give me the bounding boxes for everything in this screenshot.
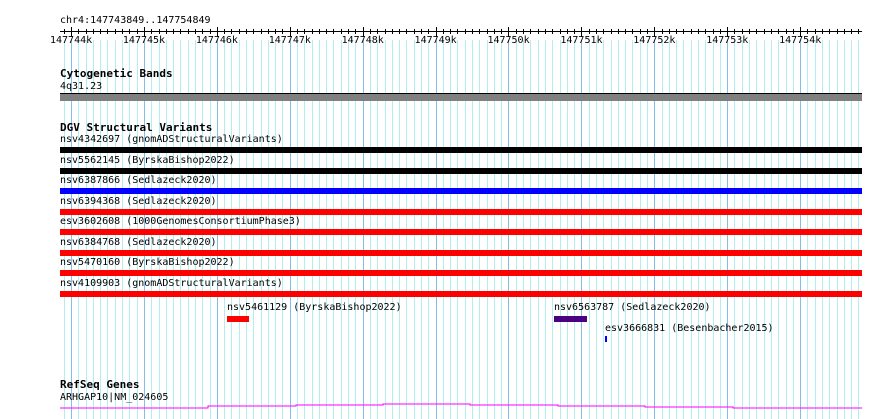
variant-label: nsv4109903 (gnomADStructuralVariants)	[60, 277, 283, 289]
variant-bar[interactable]	[60, 270, 862, 276]
dgv-track-title[interactable]: DGV Structural Variants	[60, 121, 213, 134]
variant-label: nsv6394368 (Sedlazeck2020)	[60, 195, 217, 207]
gene-model[interactable]	[60, 403, 862, 409]
tick-label: 147752k	[633, 35, 676, 46]
variant-label: nsv5461129 (ByrskaBishop2022)	[227, 302, 402, 313]
variant-bar[interactable]	[60, 208, 862, 215]
variant-label: nsv6384768 (Sedlazeck2020)	[60, 236, 217, 248]
variant-bar[interactable]	[60, 229, 862, 235]
tick-label: 147746k	[195, 35, 238, 46]
cytoband-label: 4q31.23	[60, 81, 103, 92]
variant-bar[interactable]	[605, 336, 607, 342]
tick-label: 147748k	[341, 35, 384, 46]
variant-label: nsv4342697 (gnomADStructuralVariants)	[60, 134, 283, 145]
variant-label: nsv5470160 (ByrskaBishop2022)	[60, 257, 235, 268]
variant-label: esv3602608 (1000GenomesConsortiumPhase3)	[60, 216, 301, 227]
tick-label: 147749k	[414, 35, 457, 46]
variant-label: esv3666831 (Besenbacher2015)	[605, 323, 774, 334]
cytoband-track-title[interactable]: Cytogenetic Bands	[60, 67, 173, 80]
tick-label: 147747k	[268, 35, 311, 46]
tick-label: 147745k	[122, 35, 166, 46]
tick-label: 147744k	[50, 35, 93, 46]
tick-label: 147753k	[706, 35, 749, 46]
location-label: chr4:147743849..147754849	[60, 15, 211, 26]
variant-bar[interactable]	[60, 290, 862, 297]
tick-label: 147754k	[779, 35, 822, 46]
refseq-track-title[interactable]: RefSeq Genes	[60, 378, 140, 391]
variant-label: nsv5562145 (ByrskaBishop2022)	[60, 154, 235, 166]
cytoband-bar[interactable]	[60, 93, 862, 101]
variant-bar[interactable]	[60, 188, 862, 194]
variant-bar[interactable]	[60, 249, 862, 256]
tick-label: 147750k	[487, 35, 530, 46]
variant-bar[interactable]	[227, 316, 249, 322]
variant-label: nsv6387866 (Sedlazeck2020)	[60, 175, 217, 186]
variant-label: nsv6563787 (Sedlazeck2020)	[554, 302, 711, 313]
variant-bar[interactable]	[554, 316, 587, 322]
variant-bar[interactable]	[60, 147, 862, 153]
variant-bar[interactable]	[60, 167, 862, 174]
gene-label: ARHGAP10|NM_024605	[60, 392, 169, 403]
tick-label: 147751k	[560, 35, 603, 46]
